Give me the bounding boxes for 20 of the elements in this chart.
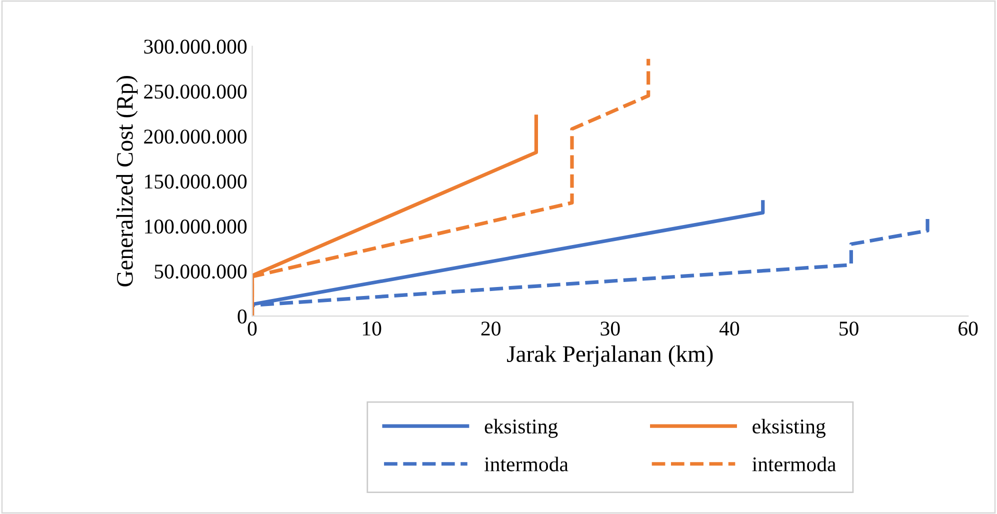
x-tick-label: 0 <box>248 322 257 336</box>
x-axis-title: Jarak Perjalanan (km) <box>507 345 713 367</box>
x-tick-label: 60 <box>958 322 978 336</box>
x-tick-label: 10 <box>362 322 382 336</box>
legend-label: eksisting <box>752 418 826 438</box>
y-tick-label: 200.000.000 <box>144 130 247 144</box>
legend-label: intermoda <box>484 456 568 472</box>
y-tick-label: 0 <box>238 309 247 324</box>
y-tick-label: 250.000.000 <box>144 84 247 99</box>
y-axis-title: Generalized Cost (Rp) <box>116 76 138 286</box>
x-tick-label: 30 <box>600 322 620 336</box>
y-tick-label: 150.000.000 <box>145 174 247 189</box>
y-tick-label: 100.000.000 <box>145 220 247 234</box>
x-tick-label: 40 <box>719 322 740 336</box>
legend-label: intermoda <box>752 456 836 472</box>
y-tick-label: 50.000.000 <box>154 264 247 279</box>
legend-label: eksisting <box>484 418 558 438</box>
x-tick-label: 50 <box>840 322 858 336</box>
y-tick-label: 300.000.000 <box>144 40 247 54</box>
x-tick-label: 20 <box>481 322 500 336</box>
